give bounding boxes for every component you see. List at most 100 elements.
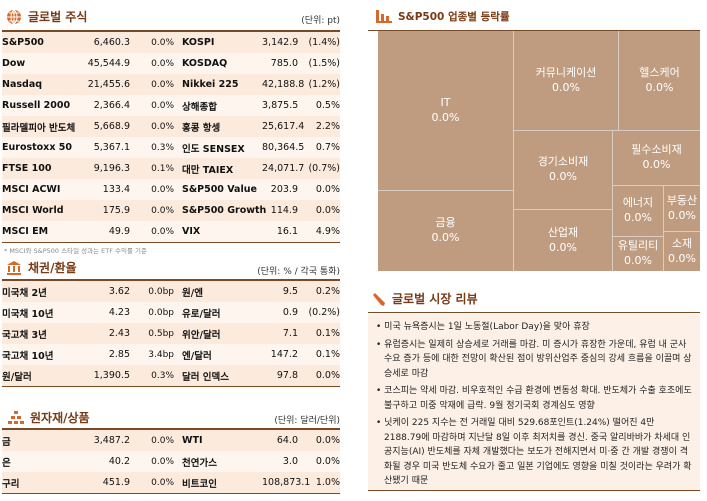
right-name: 위안/달러: [182, 329, 221, 341]
left-change: 0.0%: [151, 100, 174, 111]
right-value: 42,188.8: [262, 79, 305, 90]
left-name: 국고채 10년: [2, 350, 54, 362]
review-item: • 유럽증시는 일제히 상승세로 거래를 마감. 미 증시가 휴장한 가운데, …: [376, 339, 692, 379]
sector-name: 소재: [671, 236, 693, 250]
left-name: Nasdaq: [2, 79, 43, 90]
sector-cell: 산업재 0.0%: [514, 210, 612, 271]
sector-cell: 에너지 0.0%: [613, 186, 663, 236]
right-name: Nikkei 225: [182, 79, 239, 90]
right-change: 0.5%: [315, 100, 340, 111]
left-change: 0.3%: [151, 370, 174, 381]
left-change: 3.4bp: [148, 349, 174, 360]
footnote: * MSCI와 S&P500 스타일 성과는 ETF 수익률 기준: [4, 247, 147, 255]
globe-icon: [7, 9, 21, 24]
right-name: 원/엔: [182, 287, 203, 299]
sector-cell: 소재 0.0%: [664, 232, 700, 271]
left-change: 0.0%: [151, 435, 174, 446]
right-name: S&P500 Value: [182, 184, 257, 195]
right-value: 785.0: [270, 58, 298, 69]
left-change: 0.0%: [151, 205, 174, 216]
right-change: 0.0%: [315, 435, 340, 446]
right-name: 대만 TAIEX: [182, 164, 234, 176]
bank-icon: [7, 260, 21, 275]
left-name: 필라델피아 반도체: [2, 122, 76, 134]
sector-change: 0.0%: [549, 240, 577, 254]
right-name: WTI: [182, 435, 203, 446]
right-value: 25,617.4: [262, 121, 305, 132]
left-name: MSCI ACWI: [2, 184, 61, 195]
table-row: 국고채 10년 2.85 3.4bp 엔/달러 147.2 0.1%: [2, 344, 340, 365]
global-stocks-table: S&P500 6,460.3 0.0% KOSPI 3,142.9 (1.4%) Dow 45…: [2, 32, 340, 242]
right-value: 9.5: [282, 286, 298, 297]
left-name: MSCI EM: [2, 226, 49, 237]
review-list: • 미국 뉴욕증시는 1일 노동절(Labor Day)을 맞아 휴장 • 유럽…: [368, 314, 700, 490]
section-title: 글로벌 시장 리뷰: [392, 292, 478, 306]
right-value: 64.0: [276, 435, 298, 446]
left-change: 0.0bp: [148, 286, 174, 297]
table-row: Nasdaq 21,455.6 0.0% Nikkei 225 42,188.8 (1.2…: [2, 74, 340, 95]
right-change: 0.0%: [315, 370, 340, 381]
left-change: 0.3%: [151, 142, 174, 153]
right-value: 3,142.9: [262, 37, 299, 48]
table-row: Dow 45,544.9 0.0% KOSDAQ 785.0 (1.5%): [2, 53, 340, 74]
left-name: Russell 2000: [2, 100, 71, 111]
right-change: 0.2%: [315, 286, 340, 297]
left-change: 0.0bp: [148, 307, 174, 318]
right-value: 97.8: [276, 370, 298, 381]
left-name: FTSE 100: [2, 163, 52, 174]
right-name: 천연가스: [182, 457, 217, 469]
left-value: 49.9: [108, 226, 130, 237]
left-change: 0.0%: [151, 37, 174, 48]
sector-cell: 커뮤니케이션 0.0%: [514, 31, 618, 130]
table-row: 필라델피아 반도체 5,668.9 0.0% 홍콩 항셍 25,617.4 2.2%: [2, 116, 340, 137]
commodities-table: 금 3,487.2 0.0% WTI 64.0 0.0% 은 40.2 0.0% 천연가스 3.0 0…: [2, 430, 340, 493]
right-value: 7.1: [282, 328, 298, 339]
left-name: 구리: [2, 478, 20, 490]
left-name: 금: [2, 436, 11, 448]
left-value: 2.85: [108, 349, 130, 360]
table-row: MSCI EM 49.9 0.0% VIX 16.1 4.9%: [2, 221, 340, 242]
left-name: S&P500: [2, 37, 44, 48]
section-title: 채권/환율: [28, 261, 77, 275]
left-change: 0.0%: [151, 456, 174, 467]
section-title: 원자재/상품: [30, 411, 90, 425]
table-row: 구리 451.9 0.0% 비트코인 108,873.1 1.0%: [2, 472, 340, 493]
right-name: 엔/달러: [182, 350, 212, 362]
right-name: 인도 SENSEX: [182, 143, 245, 155]
sector-change: 0.0%: [668, 208, 696, 222]
sector-name: 커뮤니케이션: [535, 65, 597, 79]
left-value: 21,455.6: [87, 79, 130, 90]
sector-header: S&P500 업종별 등락률: [376, 9, 510, 24]
left-value: 175.9: [102, 205, 130, 216]
sector-name: 헬스케어: [639, 65, 680, 79]
right-name: 상해종합: [182, 101, 217, 113]
right-change: (0.2%): [308, 307, 340, 318]
sector-change: 0.0%: [552, 80, 580, 94]
left-name: 미국채 10년: [2, 308, 54, 320]
unit-label: (단위: 달러/단위): [274, 416, 340, 426]
table-row: Russell 2000 2,366.4 0.0% 상해종합 3,875.5 0.5%: [2, 95, 340, 116]
table-row: FTSE 100 9,196.3 0.1% 대만 TAIEX 24,071.7 (0.7%…: [2, 158, 340, 179]
table-row: 국고채 3년 2.43 0.5bp 위안/달러 7.1 0.1%: [2, 323, 340, 344]
right-change: 0.1%: [315, 328, 340, 339]
global-stocks-header: 글로벌 주식: [6, 8, 87, 25]
right-change: 0.0%: [315, 184, 340, 195]
left-value: 6,460.3: [93, 37, 130, 48]
right-name: 비트코인: [182, 478, 217, 490]
left-change: 0.0%: [151, 79, 174, 90]
right-value: 3,875.5: [262, 100, 299, 111]
left-name: 국고채 3년: [2, 329, 47, 341]
right-name: 달러 인덱스: [182, 371, 230, 383]
table-row: S&P500 6,460.3 0.0% KOSPI 3,142.9 (1.4%): [2, 32, 340, 53]
left-value: 40.2: [108, 456, 130, 467]
right-value: 114.9: [270, 205, 298, 216]
right-change: 0.0%: [315, 456, 340, 467]
sector-change: 0.0%: [431, 231, 460, 244]
left-value: 5,668.9: [93, 121, 130, 132]
sector-name: 금융: [435, 216, 456, 230]
sector-cell: 유틸리티 0.0%: [613, 237, 663, 271]
left-value: 2,366.4: [93, 100, 130, 111]
right-change: 0.1%: [315, 349, 340, 360]
right-name: S&P500 Growth: [182, 205, 267, 216]
right-change: 0.7%: [315, 142, 340, 153]
